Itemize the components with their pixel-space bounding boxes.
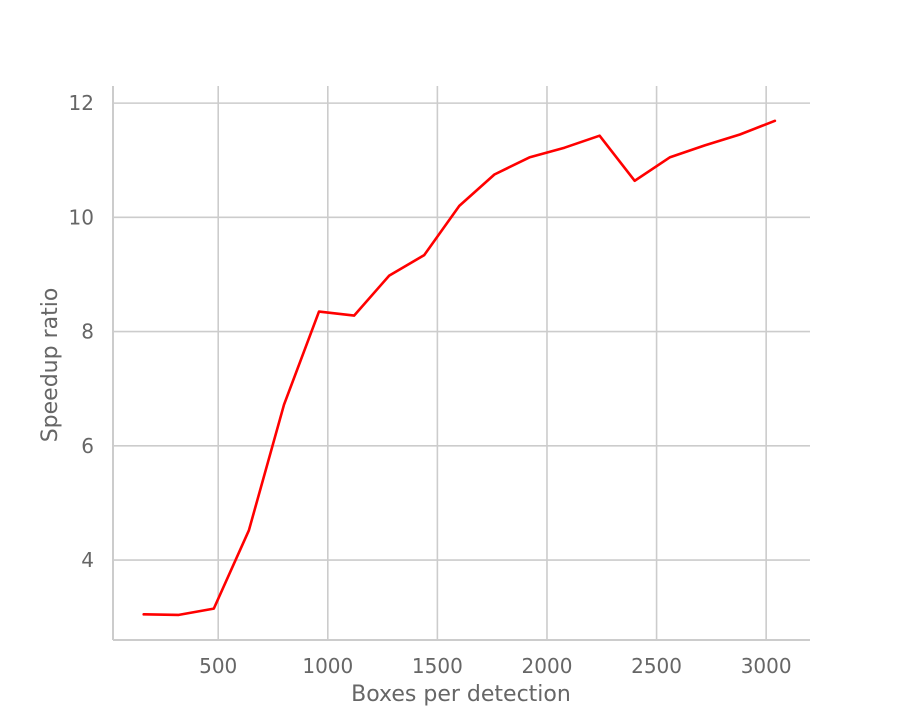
y-tick-label: 10 xyxy=(69,205,94,229)
x-tick-label: 3000 xyxy=(741,654,792,678)
y-tick-label: 12 xyxy=(69,91,94,115)
y-axis-title: Speedup ratio xyxy=(38,288,63,443)
grid xyxy=(113,86,810,640)
x-tick-label: 2500 xyxy=(631,654,682,678)
x-axis-title: Boxes per detection xyxy=(351,682,571,707)
x-tick-label: 500 xyxy=(199,654,237,678)
tick-labels: 500 1000 1500 2000 2500 3000 4 6 8 10 12 xyxy=(69,91,792,678)
x-tick-label: 1500 xyxy=(412,654,463,678)
series-line xyxy=(142,119,777,617)
y-tick-label: 4 xyxy=(81,548,94,572)
y-tick-label: 6 xyxy=(81,434,94,458)
y-tick-label: 8 xyxy=(81,320,94,344)
x-tick-label: 1000 xyxy=(302,654,353,678)
series-layer xyxy=(142,119,777,617)
x-tick-label: 2000 xyxy=(522,654,573,678)
axes-spines xyxy=(112,86,810,641)
